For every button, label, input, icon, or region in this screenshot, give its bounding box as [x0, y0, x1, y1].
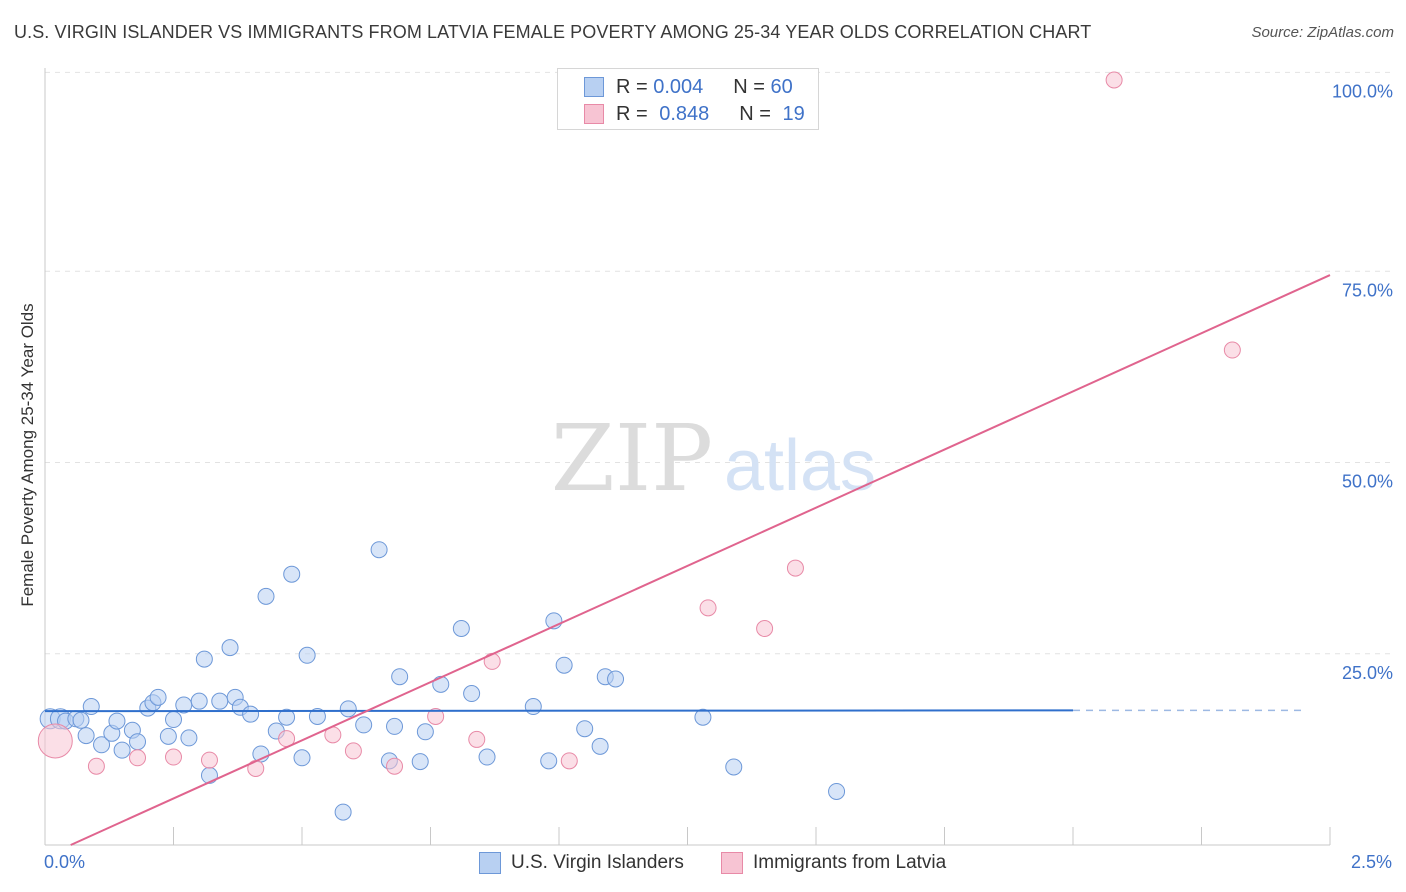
data-point-immigrants-from-latvia: [386, 757, 404, 775]
data-point-us-virgin-islanders: [607, 670, 625, 688]
data-point-us-virgin-islanders: [386, 717, 404, 735]
n-value: 60: [770, 75, 793, 98]
series-legend: U.S. Virgin Islanders Immigrants from La…: [0, 852, 1406, 878]
data-point-us-virgin-islanders: [159, 727, 177, 745]
data-point-us-virgin-islanders: [555, 656, 573, 674]
data-point-us-virgin-islanders: [113, 741, 131, 759]
y-tick-label: 75.0%: [1342, 280, 1393, 300]
data-point-us-virgin-islanders: [432, 675, 450, 693]
data-point-us-virgin-islanders: [339, 700, 357, 718]
data-point-us-virgin-islanders: [165, 711, 182, 729]
data-point-immigrants-from-latvia: [468, 730, 486, 748]
data-point-immigrants-from-latvia: [344, 742, 362, 760]
data-point-us-virgin-islanders: [190, 692, 208, 710]
data-point-us-virgin-islanders: [200, 766, 218, 784]
data-point-us-virgin-islanders: [195, 650, 213, 668]
data-point-us-virgin-islanders: [524, 698, 542, 716]
trend-lines: [44, 274, 1331, 846]
data-point-us-virgin-islanders: [370, 541, 388, 559]
x-tick-label-max: 2.5%: [1350, 852, 1392, 872]
blue-swatch-icon: [584, 77, 604, 97]
pink-swatch-icon: [721, 852, 743, 874]
data-point-us-virgin-islanders: [93, 736, 111, 754]
legend-label: Immigrants from Latvia: [753, 852, 947, 873]
data-point-us-virgin-islanders: [591, 737, 609, 755]
data-point-us-virgin-islanders: [391, 668, 409, 686]
legend-item-us-virgin-islanders: U.S. Virgin Islanders: [479, 852, 684, 874]
series-us-virgin-islanders: [39, 541, 846, 821]
data-point-us-virgin-islanders: [180, 729, 198, 747]
data-point-us-virgin-islanders: [82, 698, 100, 716]
data-point-us-virgin-islanders: [298, 646, 316, 664]
data-point-us-virgin-islanders: [355, 716, 373, 734]
trend-line-immigrants-from-latvia: [70, 274, 1331, 846]
data-point-us-virgin-islanders: [416, 723, 434, 741]
data-point-us-virgin-islanders: [283, 565, 301, 583]
data-point-immigrants-from-latvia: [1105, 71, 1123, 89]
data-point-us-virgin-islanders: [694, 708, 712, 726]
data-point-us-virgin-islanders: [576, 720, 594, 738]
r-label: R =: [616, 102, 648, 125]
data-point-us-virgin-islanders: [129, 733, 147, 751]
blue-swatch-icon: [479, 852, 501, 874]
data-point-us-virgin-islanders: [149, 688, 167, 706]
data-point-us-virgin-islanders: [77, 727, 95, 745]
data-point-immigrants-from-latvia: [786, 559, 804, 577]
n-label: N =: [733, 75, 765, 98]
data-point-immigrants-from-latvia: [200, 751, 218, 769]
data-point-us-virgin-islanders: [411, 753, 429, 771]
data-point-us-virgin-islanders: [828, 782, 846, 800]
data-point-us-virgin-islanders: [334, 803, 352, 821]
source-label: Source: ZipAtlas.com: [1251, 24, 1394, 41]
legend-item-immigrants-from-latvia: Immigrants from Latvia: [721, 852, 946, 874]
data-point-us-virgin-islanders: [308, 707, 326, 725]
data-point-us-virgin-islanders: [463, 685, 481, 703]
grid-lines: [45, 71, 1395, 655]
watermark-atlas: atlas: [724, 426, 876, 506]
chart-title: U.S. VIRGIN ISLANDER VS IMMIGRANTS FROM …: [14, 22, 1092, 42]
y-tick-label: 50.0%: [1342, 472, 1393, 492]
data-point-us-virgin-islanders: [211, 692, 229, 710]
data-point-immigrants-from-latvia: [427, 707, 445, 725]
data-point-immigrants-from-latvia: [756, 620, 774, 638]
stats-row-pink: R = 0.848 N = 19: [584, 102, 805, 126]
trend-line-us-virgin-islanders: [44, 709, 1074, 713]
data-point-us-virgin-islanders: [221, 639, 239, 657]
pink-swatch-icon: [584, 104, 604, 124]
data-point-immigrants-from-latvia: [37, 723, 73, 759]
y-tick-label: 25.0%: [1342, 663, 1393, 683]
r-value: 0.004: [653, 75, 704, 98]
stats-legend: R = 0.004 N = 60 R = 0.848 N = 19: [557, 68, 819, 130]
y-tick-labels: 25.0% 50.0% 75.0% 100.0%: [1332, 81, 1393, 682]
data-point-us-virgin-islanders: [257, 587, 275, 605]
data-point-immigrants-from-latvia: [165, 748, 182, 766]
data-point-immigrants-from-latvia: [560, 752, 578, 770]
legend-label: U.S. Virgin Islanders: [511, 852, 684, 873]
data-point-us-virgin-islanders: [452, 620, 470, 638]
data-point-us-virgin-islanders: [540, 752, 558, 770]
data-point-immigrants-from-latvia: [87, 757, 105, 775]
x-tick-label-min: 0.0%: [44, 852, 86, 872]
data-point-us-virgin-islanders: [72, 711, 90, 729]
n-label: N =: [739, 102, 771, 125]
data-point-us-virgin-islanders: [478, 748, 496, 766]
data-point-immigrants-from-latvia: [129, 749, 147, 767]
r-label: R =: [616, 75, 648, 98]
stats-row-blue: R = 0.004 N = 60: [584, 75, 793, 99]
watermark: ZIP atlas: [551, 405, 876, 512]
data-point-us-virgin-islanders: [108, 712, 126, 730]
data-point-us-virgin-islanders: [278, 708, 296, 726]
data-point-immigrants-from-latvia: [699, 599, 717, 617]
data-point-us-virgin-islanders: [293, 749, 311, 767]
r-value: 0.848: [659, 102, 710, 125]
data-point-us-virgin-islanders: [242, 705, 260, 723]
n-value: 19: [782, 102, 805, 125]
watermark-zip: ZIP: [551, 405, 713, 512]
series-immigrants-from-latvia: [37, 71, 1241, 777]
y-tick-label: 100.0%: [1332, 81, 1393, 101]
data-point-us-virgin-islanders: [725, 758, 743, 776]
data-point-immigrants-from-latvia: [1223, 341, 1241, 359]
